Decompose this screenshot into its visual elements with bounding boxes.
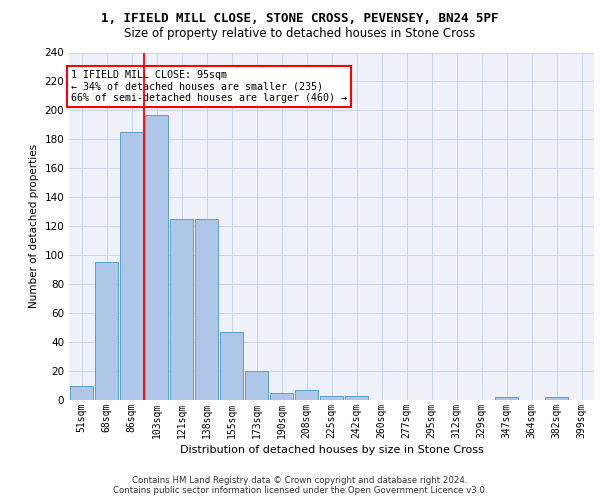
Bar (345, 396, 368, 400)
Text: 1, IFIELD MILL CLOSE, STONE CROSS, PEVENSEY, BN24 5PF: 1, IFIELD MILL CLOSE, STONE CROSS, PEVEN… (101, 12, 499, 26)
Bar (295, 390, 318, 400)
X-axis label: Distribution of detached houses by size in Stone Cross: Distribution of detached houses by size … (179, 445, 484, 455)
Bar (145, 115, 168, 400)
Bar (220, 332, 243, 400)
Y-axis label: Number of detached properties: Number of detached properties (29, 144, 39, 308)
Bar (70, 386, 93, 400)
Bar (545, 397, 568, 400)
Bar (320, 396, 343, 400)
Text: Contains public sector information licensed under the Open Government Licence v3: Contains public sector information licen… (113, 486, 487, 495)
Bar (195, 219, 218, 400)
Bar (270, 393, 293, 400)
Text: 1 IFIELD MILL CLOSE: 95sqm
← 34% of detached houses are smaller (235)
66% of sem: 1 IFIELD MILL CLOSE: 95sqm ← 34% of deta… (71, 70, 347, 103)
Text: Contains HM Land Registry data © Crown copyright and database right 2024.: Contains HM Land Registry data © Crown c… (132, 476, 468, 485)
Bar (95, 262, 118, 400)
Bar (495, 397, 518, 400)
Bar (245, 371, 268, 400)
Text: Size of property relative to detached houses in Stone Cross: Size of property relative to detached ho… (124, 28, 476, 40)
Bar (170, 219, 193, 400)
Bar (120, 132, 143, 400)
